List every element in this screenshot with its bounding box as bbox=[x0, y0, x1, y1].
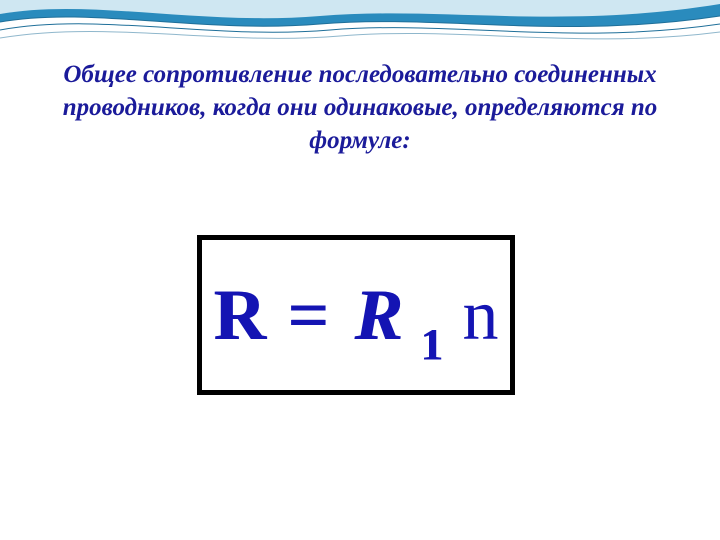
formula-R-left: R bbox=[213, 275, 265, 355]
formula-n: n bbox=[463, 275, 499, 355]
formula-R-right: R bbox=[355, 275, 403, 355]
formula-subscript-1: 1 bbox=[421, 320, 443, 369]
header-wave-decoration bbox=[0, 0, 720, 60]
wave-svg bbox=[0, 0, 720, 60]
slide: Общее сопротивление последовательно соед… bbox=[0, 0, 720, 540]
formula: R = R 1 n bbox=[213, 274, 498, 357]
formula-equals: = bbox=[287, 275, 328, 355]
slide-heading: Общее сопротивление последовательно соед… bbox=[40, 58, 680, 157]
formula-box: R = R 1 n bbox=[197, 235, 515, 395]
